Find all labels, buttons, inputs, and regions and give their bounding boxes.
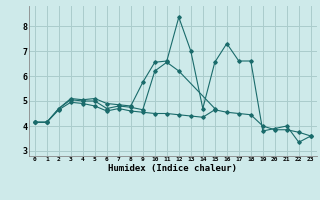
X-axis label: Humidex (Indice chaleur): Humidex (Indice chaleur) — [108, 164, 237, 173]
